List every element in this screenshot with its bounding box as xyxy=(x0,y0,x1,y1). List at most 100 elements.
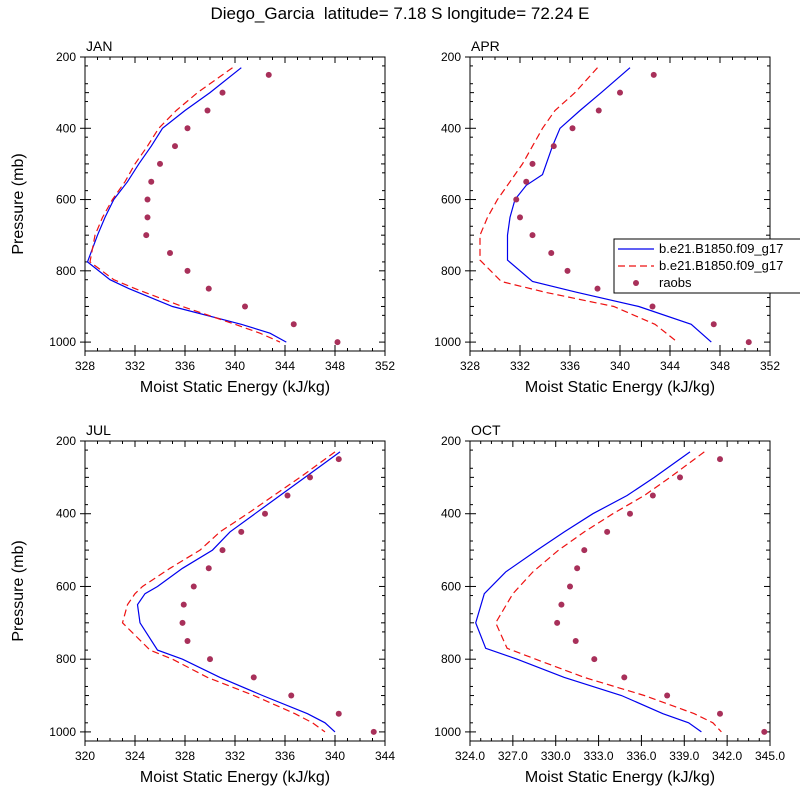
x-tick-label: 328 xyxy=(175,749,195,763)
raobs-point xyxy=(558,601,565,608)
y-tick-label: 600 xyxy=(441,579,461,593)
data-layer xyxy=(86,67,341,346)
y-tick-label: 400 xyxy=(56,121,76,135)
raobs-point xyxy=(595,107,602,114)
y-tick-label: 200 xyxy=(56,434,76,448)
x-tick-label: 342.0 xyxy=(712,749,742,763)
raobs-point xyxy=(567,583,573,590)
y-tick-label: 200 xyxy=(441,434,461,448)
raobs-point xyxy=(370,728,377,735)
raobs-point xyxy=(677,474,683,481)
raobs-point xyxy=(238,528,245,535)
raobs-point xyxy=(262,510,268,517)
raobs-point xyxy=(205,285,212,292)
x-axis-label: Moist Static Energy (kJ/kg) xyxy=(525,379,715,396)
raobs-point xyxy=(144,196,151,203)
raobs-point xyxy=(548,250,555,256)
raobs-point xyxy=(564,267,571,274)
legend-label: b.e21.B1850.f09_g17 xyxy=(659,258,783,273)
raobs-point xyxy=(284,492,291,499)
raobs-point xyxy=(143,232,150,239)
y-tick-label: 1000 xyxy=(434,335,461,349)
x-tick-label: 333.0 xyxy=(584,749,614,763)
model-line-solid xyxy=(475,451,702,733)
raobs-point xyxy=(513,196,520,203)
x-tick-label: 324 xyxy=(125,749,145,763)
raobs-point xyxy=(184,638,191,644)
raobs-point xyxy=(242,303,248,310)
plot-frame xyxy=(84,440,386,742)
raobs-point xyxy=(572,638,579,644)
raobs-point xyxy=(529,232,536,239)
x-tick-label: 345.0 xyxy=(755,749,785,763)
raobs-point xyxy=(184,267,191,274)
raobs-point xyxy=(167,250,173,256)
raobs-point xyxy=(190,583,197,590)
raobs-point xyxy=(148,178,155,185)
raobs-point xyxy=(627,510,633,517)
x-tick-label: 336.0 xyxy=(626,749,656,763)
raobs-point xyxy=(207,656,213,663)
model-line-dashed xyxy=(121,451,336,733)
raobs-point xyxy=(591,656,598,663)
raobs-point xyxy=(594,285,601,292)
raobs-point xyxy=(180,601,187,608)
model-line-dashed xyxy=(89,67,281,343)
raobs-point xyxy=(717,710,723,717)
x-tick-label: 332 xyxy=(225,749,245,763)
raobs-point xyxy=(710,321,717,328)
x-tick-label: 348 xyxy=(710,359,730,373)
raobs-point xyxy=(219,547,226,554)
legend-label: raobs xyxy=(659,275,692,290)
y-tick-label: 800 xyxy=(56,652,76,666)
raobs-point xyxy=(664,692,671,699)
y-tick-label: 600 xyxy=(56,193,76,207)
raobs-point xyxy=(288,692,295,699)
panel-title: JAN xyxy=(86,38,112,54)
raobs-point xyxy=(649,303,656,310)
raobs-point xyxy=(569,125,576,132)
raobs-point xyxy=(250,674,257,681)
x-tick-label: 336 xyxy=(560,359,580,373)
data-layer xyxy=(475,451,768,735)
model-line-solid xyxy=(136,451,341,733)
raobs-point xyxy=(650,71,657,78)
y-tick-label: 600 xyxy=(56,579,76,593)
raobs-point xyxy=(179,619,186,626)
x-tick-label: 344 xyxy=(375,749,395,763)
raobs-point xyxy=(517,214,523,221)
y-axis-label: Pressure (mb) xyxy=(10,153,27,254)
model-line-dashed xyxy=(495,451,722,733)
x-tick-label: 340 xyxy=(225,359,245,373)
x-tick-label: 324.0 xyxy=(455,749,485,763)
y-tick-label: 400 xyxy=(441,121,461,135)
y-tick-label: 1000 xyxy=(49,725,76,739)
raobs-point xyxy=(581,547,588,554)
raobs-point xyxy=(334,339,341,346)
raobs-point xyxy=(157,160,163,167)
x-tick-label: 352 xyxy=(375,359,395,373)
y-tick-label: 400 xyxy=(56,507,76,521)
panel-jan: 328 332 336 340 344 348 352 200 400 600 800 1000 JAN… xyxy=(10,38,395,396)
raobs-point xyxy=(204,107,211,114)
x-tick-label: 340 xyxy=(610,359,630,373)
raobs-point xyxy=(574,565,581,572)
panel-title: APR xyxy=(471,38,500,54)
raobs-point xyxy=(144,214,151,221)
plot-frame xyxy=(469,56,771,352)
raobs-point xyxy=(172,143,178,150)
raobs-point xyxy=(205,565,212,572)
legend: b.e21.B1850.f09_g17 b.e21.B1850.f09_g17ra… xyxy=(613,238,800,294)
x-axis-label: Moist Static Energy (kJ/kg) xyxy=(140,379,330,396)
x-tick-label: 332 xyxy=(125,359,145,373)
raobs-point xyxy=(219,89,226,96)
panel-apr: 328 332 336 340 344 348 352 200 400 600 800 1000 APR… xyxy=(434,38,780,396)
x-tick-label: 344 xyxy=(660,359,680,373)
x-tick-label: 336 xyxy=(175,359,195,373)
x-axis-label: Moist Static Energy (kJ/kg) xyxy=(140,769,330,786)
panel-title: OCT xyxy=(471,422,501,438)
raobs-point xyxy=(621,674,628,681)
x-tick-label: 336 xyxy=(275,749,295,763)
raobs-point xyxy=(617,89,623,96)
